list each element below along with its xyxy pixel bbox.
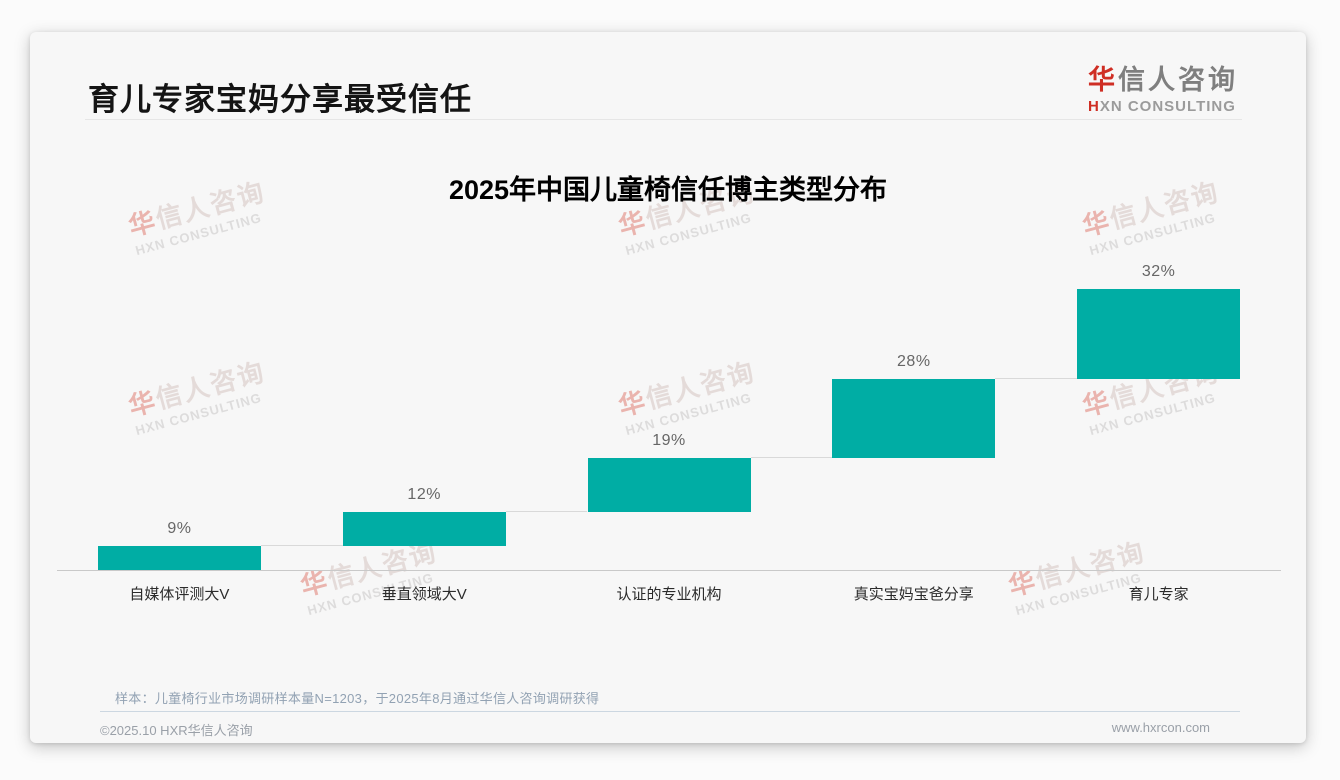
bar-value-label: 32% (1141, 263, 1176, 280)
category-label: 垂直领域大V (381, 586, 467, 603)
page-title: 育儿专家宝妈分享最受信任 (88, 82, 472, 117)
bar (342, 511, 506, 546)
brand-name: 华信人咨询 (1088, 58, 1238, 97)
x-axis-line (57, 570, 1281, 571)
category-label: 育儿专家 (1128, 586, 1189, 603)
chart-title: 2025年中国儿童椅信任博主类型分布 (448, 175, 888, 205)
category-label: 自媒体评测大V (129, 586, 230, 603)
bar-value-label: 28% (897, 353, 931, 371)
step-connector-line (260, 544, 343, 546)
slide-card: 华信人咨询 HXN CONSULTING 华信人咨询 HXN CONSULTING 华信… (30, 32, 1306, 743)
brand-name-accent: 华 (1088, 65, 1118, 95)
website-url: www.hxrcon.com (1111, 720, 1210, 735)
footer-divider (100, 711, 1240, 712)
sample-note: 样本：儿童椅行业市场调研样本量N=1203，于2025年8月通过华信人咨询调研获… (115, 691, 600, 706)
category-label: 真实宝妈宝爸分享 (853, 586, 974, 603)
bar (587, 458, 751, 512)
chart-plot: 9% 自媒体评测大V 12% 垂直领域大V 19% 认证的专业机构 28% 真实宝妈宝爸分享 3… (57, 171, 1281, 603)
bar-value-label: 19% (652, 432, 686, 450)
bar (832, 379, 996, 459)
step-connector-line (750, 457, 833, 459)
bar-value-label: 9% (167, 519, 192, 537)
brand-tagline-rest: XN CONSULTING (1099, 98, 1236, 115)
brand-tagline: HXN CONSULTING (1088, 98, 1238, 115)
bar (97, 545, 261, 571)
brand-logo: 华信人咨询 HXN CONSULTING (1088, 58, 1238, 115)
copyright-text: ©2025.10 HXR华信人咨询 (100, 723, 253, 738)
brand-name-rest: 信人咨询 (1118, 65, 1238, 95)
brand-tagline-accent: H (1088, 98, 1100, 115)
footer: ©2025.10 HXR华信人咨询 www.hxrcon.com (100, 720, 1210, 739)
category-label: 认证的专业机构 (616, 586, 722, 603)
step-connector-line (995, 378, 1078, 380)
bar (1077, 289, 1241, 380)
step-connector-line (505, 510, 588, 512)
bar-value-label: 12% (407, 485, 441, 503)
header-divider (85, 119, 1242, 120)
